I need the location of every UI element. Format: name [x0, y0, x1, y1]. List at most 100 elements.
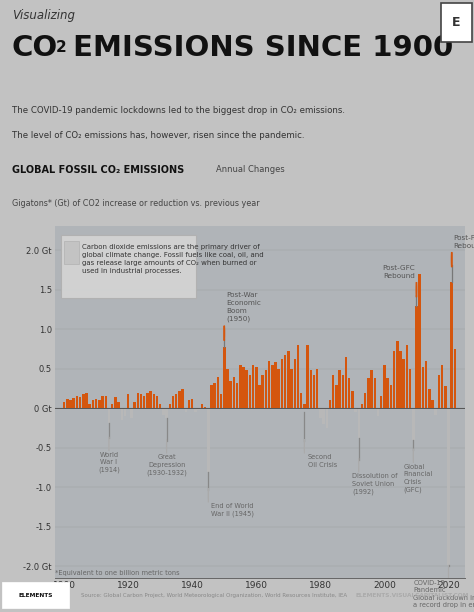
Bar [156, 396, 158, 408]
Bar [127, 394, 129, 408]
Text: Source: Global Carbon Project, World Meteorological Organization, World Resource: Source: Global Carbon Project, World Met… [81, 592, 346, 598]
Bar [370, 370, 373, 408]
Bar [329, 400, 331, 408]
Bar [249, 375, 251, 408]
Bar [425, 361, 428, 408]
Text: CO: CO [12, 34, 58, 62]
Bar [91, 400, 94, 408]
Text: Dissolution of
Soviet Union
(1992): Dissolution of Soviet Union (1992) [352, 473, 398, 494]
Bar [108, 408, 110, 422]
Bar [386, 378, 389, 408]
Bar [399, 351, 401, 408]
Bar [252, 365, 255, 408]
Text: Visualizing: Visualizing [12, 9, 75, 22]
Bar [364, 392, 366, 408]
FancyBboxPatch shape [2, 582, 69, 608]
Bar [188, 400, 190, 408]
Bar [255, 367, 257, 408]
Bar [293, 359, 296, 408]
Bar [162, 408, 164, 415]
Bar [178, 391, 181, 408]
Text: *Equivalent to one billion metric tons: *Equivalent to one billion metric tons [55, 570, 179, 576]
Text: Carbon dioxide emissions are the primary driver of
global climate change. Fossil: Carbon dioxide emissions are the primary… [82, 244, 264, 274]
Bar [229, 381, 232, 408]
Bar [287, 351, 290, 408]
Text: Gigatons* (Gt) of CO2 increase or reduction vs. previous year: Gigatons* (Gt) of CO2 increase or reduct… [12, 200, 259, 208]
Bar [191, 399, 193, 408]
Text: Great
Depression
(1930-1932): Great Depression (1930-1932) [146, 454, 187, 476]
Bar [335, 384, 337, 408]
Bar [159, 405, 162, 408]
Bar [184, 408, 187, 412]
Bar [322, 408, 325, 424]
Bar [415, 305, 418, 408]
Circle shape [451, 252, 452, 267]
Bar [454, 349, 456, 408]
Bar [310, 370, 312, 408]
Bar [422, 367, 424, 408]
Circle shape [448, 565, 449, 579]
Bar [101, 396, 104, 408]
Bar [120, 408, 123, 420]
Bar [258, 384, 261, 408]
Bar [220, 394, 222, 408]
Bar [236, 383, 238, 408]
Bar [441, 365, 443, 408]
Bar [419, 274, 421, 408]
Bar [326, 408, 328, 428]
Text: E: E [452, 16, 461, 29]
Bar [306, 345, 309, 408]
Bar [172, 397, 174, 408]
Bar [85, 392, 88, 408]
Bar [431, 400, 434, 408]
Bar [239, 365, 242, 408]
Text: Post-Pandemic
Rebound: Post-Pandemic Rebound [453, 235, 474, 248]
Bar [303, 405, 306, 408]
Bar [111, 405, 113, 408]
Bar [201, 405, 203, 408]
Text: Post-GFC
Rebound: Post-GFC Rebound [382, 265, 415, 278]
Bar [402, 359, 405, 408]
Bar [450, 282, 453, 408]
Bar [69, 400, 72, 408]
Bar [73, 398, 75, 408]
Bar [406, 345, 408, 408]
Text: Annual Changes: Annual Changes [216, 165, 284, 174]
Bar [274, 362, 277, 408]
Bar [114, 397, 117, 408]
Bar [271, 365, 273, 408]
Bar [355, 408, 357, 412]
Bar [264, 370, 267, 408]
Bar [226, 369, 229, 408]
Bar [435, 408, 437, 415]
Text: Global
Financial
Crisis
(GFC): Global Financial Crisis (GFC) [404, 464, 433, 493]
Bar [82, 394, 84, 408]
Bar [76, 396, 78, 408]
Bar [262, 375, 264, 408]
Text: ELEMENTS: ELEMENTS [18, 592, 53, 598]
Bar [342, 375, 344, 408]
Bar [332, 375, 335, 408]
Bar [290, 369, 293, 408]
Bar [316, 369, 319, 408]
FancyBboxPatch shape [64, 241, 79, 264]
Bar [175, 394, 177, 408]
Bar [169, 405, 171, 408]
Bar [412, 408, 415, 440]
Bar [396, 341, 399, 408]
Bar [165, 408, 168, 418]
Bar [409, 369, 411, 408]
Bar [383, 365, 386, 408]
Bar [361, 405, 363, 408]
Bar [447, 408, 450, 565]
Text: EMISSIONS SINCE 1900: EMISSIONS SINCE 1900 [63, 34, 453, 62]
FancyBboxPatch shape [61, 235, 195, 297]
FancyBboxPatch shape [441, 4, 472, 42]
Bar [393, 351, 395, 408]
Bar [351, 391, 354, 408]
Bar [374, 378, 376, 408]
Circle shape [224, 326, 225, 341]
Bar [223, 346, 226, 408]
Bar [438, 375, 440, 408]
Bar [348, 378, 350, 408]
